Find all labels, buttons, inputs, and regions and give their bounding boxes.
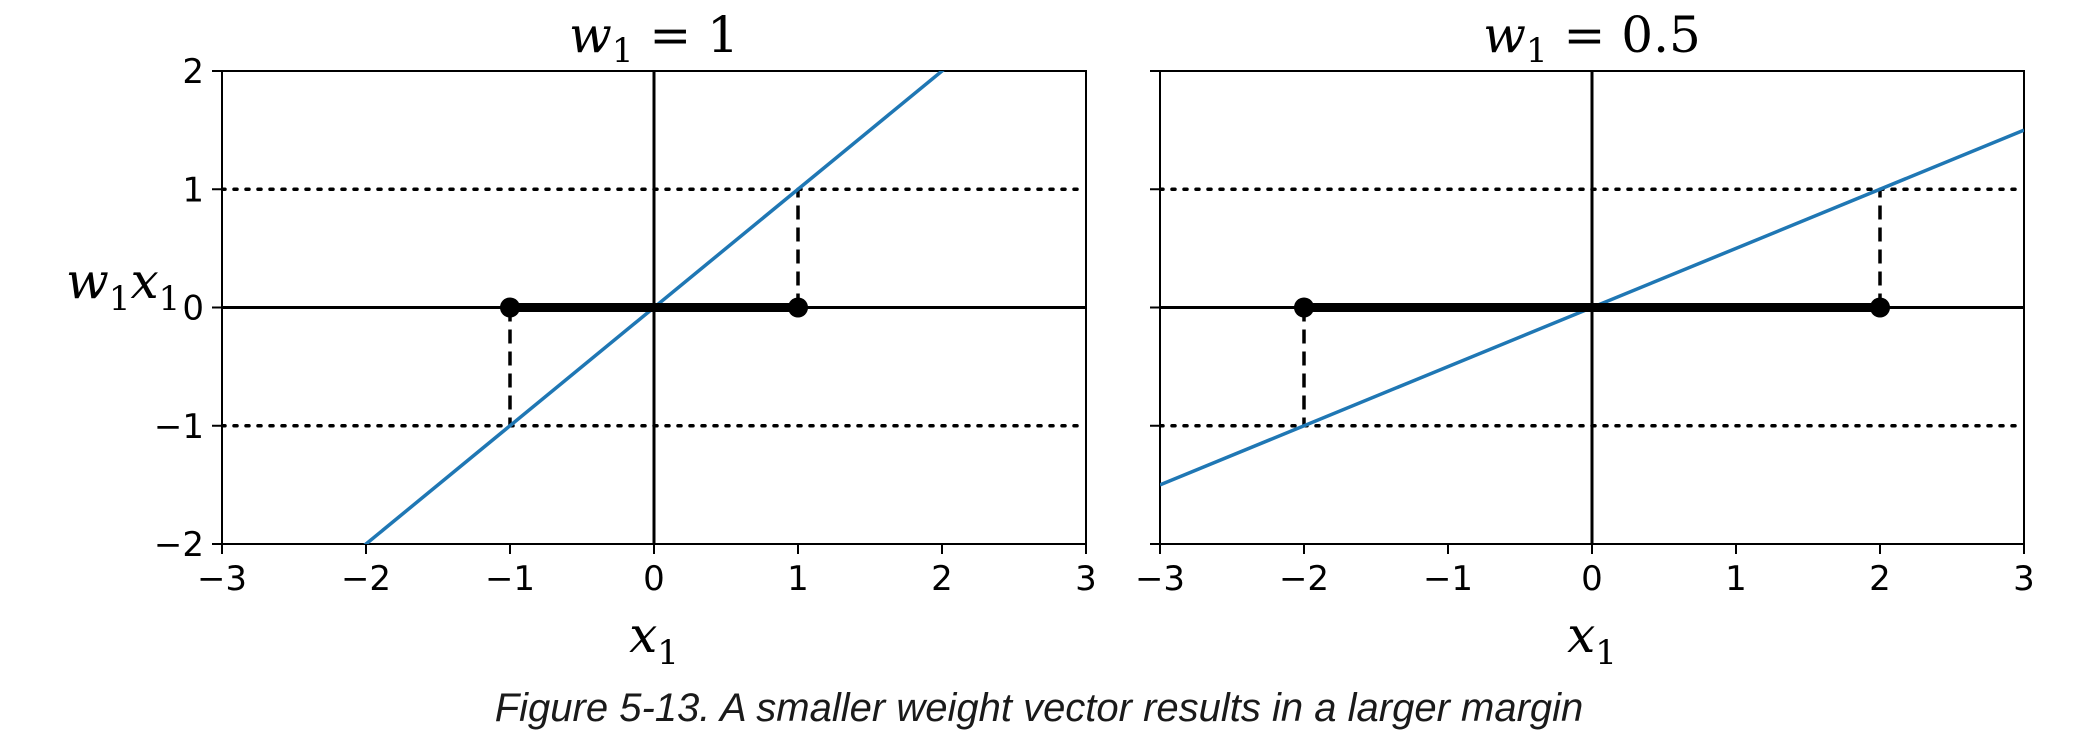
chart-title: w1 = 0.5 xyxy=(1483,6,1701,71)
plot-area xyxy=(1160,71,2024,544)
x-tick-label: 2 xyxy=(1869,559,1891,599)
y-tick-label: 0 xyxy=(182,289,204,329)
y-tick-label: 1 xyxy=(182,170,204,210)
support-point xyxy=(1294,297,1314,318)
support-point xyxy=(500,297,520,318)
support-point xyxy=(788,297,808,318)
x-tick-label: 3 xyxy=(1075,559,1097,599)
x-axis-label: x1 xyxy=(1567,606,1617,673)
x-tick-label: −3 xyxy=(197,559,247,599)
plot-area xyxy=(222,71,1086,544)
support-point xyxy=(1870,297,1890,318)
y-axis-label: w1x1 xyxy=(66,252,180,319)
x-axis-label: x1 xyxy=(629,606,679,673)
x-tick-label: 0 xyxy=(643,559,665,599)
x-tick-label: −1 xyxy=(485,559,535,599)
x-tick-label: −2 xyxy=(341,559,391,599)
x-tick-label: 1 xyxy=(1725,559,1747,599)
x-tick-label: −3 xyxy=(1135,559,1185,599)
x-tick-label: −2 xyxy=(1279,559,1329,599)
x-tick-label: 3 xyxy=(2013,559,2035,599)
figure-caption: Figure 5-13. A smaller weight vector res… xyxy=(494,686,1584,730)
x-tick-label: 2 xyxy=(931,559,953,599)
chart-title: w1 = 1 xyxy=(569,6,739,71)
x-tick-label: 0 xyxy=(1581,559,1603,599)
x-tick-label: −1 xyxy=(1423,559,1473,599)
y-tick-label: −1 xyxy=(154,407,204,447)
x-tick-label: 1 xyxy=(787,559,809,599)
chart-panel-2: −3 −2 −1 0 1 2 3 w1 = 0.5 x1 xyxy=(1135,6,2035,673)
y-tick-label: −2 xyxy=(154,525,204,565)
y-tick-label: 2 xyxy=(182,52,204,92)
